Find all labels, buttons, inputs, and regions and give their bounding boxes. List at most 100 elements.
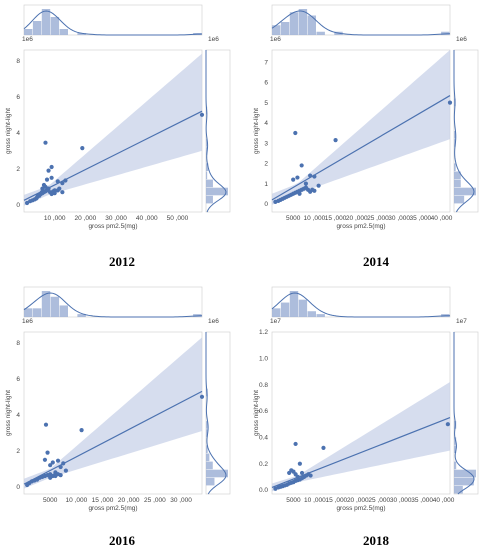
top-hist-bar xyxy=(272,308,281,317)
scatter-point xyxy=(43,140,48,145)
caption-2016: 2016 xyxy=(109,533,135,548)
y-tick-label: 4 xyxy=(264,120,268,127)
top-hist-bar xyxy=(50,17,60,35)
y-tick-label: 0.0 xyxy=(259,487,268,494)
scatter-point xyxy=(312,188,317,193)
x-tick-label: 20 ,000 xyxy=(347,497,369,504)
scatter-point xyxy=(49,164,54,170)
right-hist-bar xyxy=(454,469,476,478)
jointplot-2014-svg: 5000 10 ,000 15 ,000 20 ,000 25 ,000 30 ,000 3… xyxy=(253,4,479,230)
top-multiplier: 1e6 xyxy=(270,36,281,43)
top-hist-bar xyxy=(50,296,60,317)
scatter-point xyxy=(55,458,61,463)
confidence-band xyxy=(24,337,202,489)
y-axis-label: gross night-light xyxy=(253,108,260,154)
y-tick-label: 6 xyxy=(16,376,20,383)
jointplot-2018-svg: 5000 10 ,000 15 ,000 20 ,000 25 ,000 30 ,000 3… xyxy=(253,286,479,512)
jointplot-2018: 5000 10 ,000 15 ,000 20 ,000 25 ,000 30 ,000 3… xyxy=(248,282,497,532)
top-hist-bar xyxy=(289,12,299,35)
scatter-point xyxy=(45,450,50,455)
scatter-point xyxy=(50,460,55,465)
scatter-point xyxy=(199,112,205,117)
caption-2012: 2012 xyxy=(109,254,135,269)
scatter-point xyxy=(63,178,68,183)
y-tick-label: 0 xyxy=(16,484,20,491)
right-hist-bar xyxy=(206,163,209,171)
y-tick-label: 4 xyxy=(16,130,20,137)
scatter-point xyxy=(295,474,300,479)
x-tick-label: 40 ,000 xyxy=(433,497,455,504)
scatter-point xyxy=(37,193,42,198)
top-hist-bar xyxy=(316,314,325,317)
x-tick-label: 5000 xyxy=(286,497,301,504)
right-hist-bar xyxy=(206,469,228,478)
x-axis-label: gross pm2.5(mg) xyxy=(336,505,385,512)
x-tick-label: 5000 xyxy=(286,215,301,222)
x-tick-label: 30 ,000 xyxy=(388,215,410,222)
right-hist-bar xyxy=(454,461,457,470)
right-hist-bar xyxy=(454,171,461,180)
top-hist-bar xyxy=(77,314,86,317)
scatter-point xyxy=(48,463,53,468)
scatter-point xyxy=(42,457,48,462)
right-kde-curve xyxy=(453,50,475,213)
scatter-point xyxy=(58,464,63,470)
y-tick-label: 1.2 xyxy=(259,329,268,336)
scatter-point xyxy=(49,175,54,180)
scatter-point xyxy=(57,186,62,191)
top-hist-bar xyxy=(298,9,308,35)
x-tick-label: 5000 xyxy=(43,497,58,504)
x-tick-label: 25 ,000 xyxy=(367,215,389,222)
scatter-point xyxy=(303,185,309,190)
right-hist-bar xyxy=(206,147,208,155)
scatter-point xyxy=(39,190,44,195)
regression-line xyxy=(23,390,203,485)
top-hist-bar xyxy=(316,31,325,35)
right-hist-bar xyxy=(454,445,457,453)
x-tick-label: 40 ,000 xyxy=(136,215,158,222)
x-axis-label: gross pm2.5(mg) xyxy=(88,505,137,512)
x-tick-label: 20 ,000 xyxy=(75,215,97,222)
right-hist-bar xyxy=(206,187,228,196)
top-kde-curve xyxy=(23,292,203,318)
x-tick-label: 50 ,000 xyxy=(167,215,189,222)
scatter-point xyxy=(53,470,58,475)
x-axis-label: gross pm2.5(mg) xyxy=(88,223,137,230)
top-hist-bar xyxy=(272,25,281,35)
right-hist-bar xyxy=(454,139,456,147)
right-hist-bar xyxy=(454,131,456,139)
y-tick-label: 6 xyxy=(16,94,20,101)
scatter-point xyxy=(321,445,326,451)
y-axis-label: gross night-light xyxy=(5,108,12,154)
top-hist-bar xyxy=(32,308,42,317)
scatter-point xyxy=(303,181,309,186)
top-multiplier: 1e6 xyxy=(22,36,33,43)
y-tick-label: 7 xyxy=(264,59,268,66)
right-hist-bar xyxy=(206,461,213,470)
top-hist-bar xyxy=(41,9,51,35)
top-hist-bar xyxy=(280,302,290,317)
scatter-point xyxy=(52,188,57,193)
x-tick-label: 10 ,000 xyxy=(44,215,66,222)
top-multiplier: 1e7 xyxy=(270,318,281,325)
right-hist-bar xyxy=(454,485,463,494)
top-kde-curve xyxy=(23,10,203,36)
top-hist-bar xyxy=(280,22,290,35)
right-kde-curve xyxy=(205,50,227,213)
right-hist-bar xyxy=(454,163,456,171)
scatter-point xyxy=(308,473,313,478)
top-multiplier: 1e6 xyxy=(22,318,33,325)
scatter-point xyxy=(299,163,304,168)
scatter-point xyxy=(44,177,50,182)
right-kde-curve xyxy=(453,332,475,495)
x-tick-label: 30 ,000 xyxy=(105,215,127,222)
top-kde-curve xyxy=(271,292,451,318)
scatter-point xyxy=(445,422,450,427)
scatter-point xyxy=(43,184,48,189)
scatter-point xyxy=(447,100,453,105)
caption-2018: 2018 xyxy=(363,533,389,548)
top-hist-bar xyxy=(24,29,33,35)
x-tick-label: 10 ,000 xyxy=(304,497,326,504)
y-tick-label: 1 xyxy=(264,181,268,188)
scatter-point xyxy=(48,475,53,480)
